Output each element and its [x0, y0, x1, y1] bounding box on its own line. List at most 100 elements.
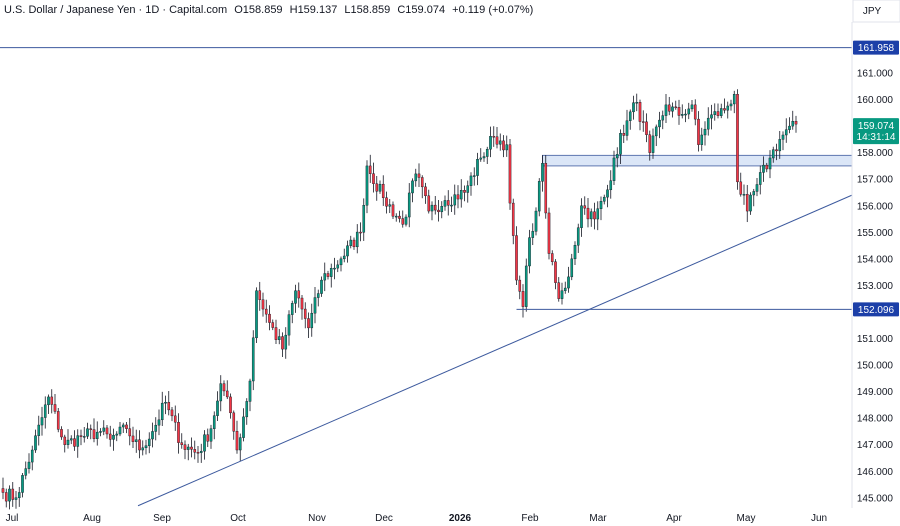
candle-body: [258, 290, 262, 300]
candle-body: [518, 279, 522, 292]
candle-body: [424, 186, 427, 197]
candle-body: [684, 113, 687, 116]
ohlc-low: L158.859: [344, 4, 390, 16]
candle-body: [589, 211, 593, 220]
candle: [599, 196, 603, 221]
candle: [160, 391, 164, 427]
candle: [684, 109, 687, 123]
candle: [73, 430, 76, 451]
candle-body: [372, 173, 375, 184]
candle-body: [485, 148, 489, 157]
candle-body: [459, 190, 463, 200]
candle-body: [131, 435, 135, 442]
x-tick-label: Jun: [811, 513, 827, 524]
candle-body: [203, 434, 206, 452]
candle-body: [625, 120, 629, 136]
candle: [8, 485, 11, 510]
candle: [778, 130, 782, 159]
candle: [664, 94, 668, 124]
y-tick-label: 155.000: [857, 228, 894, 239]
candle-body: [352, 239, 356, 248]
candle-body: [300, 297, 304, 310]
candle: [495, 127, 499, 149]
candle: [92, 418, 96, 443]
candle: [144, 439, 148, 455]
candle-body: [534, 210, 538, 232]
candle: [95, 421, 99, 446]
candle-body: [723, 108, 726, 111]
candle: [547, 207, 551, 260]
candle-body: [632, 102, 635, 113]
last-price-countdown: 14:31:14: [857, 132, 896, 143]
candle: [258, 281, 262, 311]
candle: [459, 179, 463, 208]
candle-body: [102, 427, 106, 432]
candle: [654, 124, 658, 147]
candle-body: [53, 404, 57, 412]
candle: [333, 257, 336, 280]
candle-body: [463, 190, 466, 193]
currency-label: JPY: [863, 6, 882, 17]
candle: [440, 201, 444, 219]
plot-area[interactable]: [0, 0, 852, 508]
candle-body: [469, 175, 473, 186]
candle-body: [164, 402, 167, 404]
candle: [632, 95, 635, 120]
candle: [391, 201, 395, 219]
candle-body: [554, 261, 557, 283]
candle: [242, 408, 245, 442]
candle-body: [446, 200, 450, 206]
candle: [1, 477, 5, 500]
candle: [164, 395, 167, 415]
candle: [765, 162, 769, 173]
candle-body: [482, 156, 486, 159]
y-tick-label: 150.000: [857, 361, 894, 372]
candle-body: [762, 164, 765, 173]
candle-body: [726, 105, 730, 111]
y-tick-label: 157.000: [857, 175, 894, 186]
candle: [492, 126, 496, 147]
candle-body: [99, 431, 102, 433]
candle: [225, 380, 229, 400]
last-price-value: 159.074: [858, 121, 895, 132]
candle: [248, 378, 252, 412]
candle-body: [541, 163, 544, 182]
candle-body: [232, 412, 236, 432]
level-lines: [0, 47, 853, 507]
candle: [401, 210, 405, 228]
candle: [394, 213, 398, 222]
candle: [645, 113, 648, 143]
candle-body: [713, 111, 717, 115]
candle: [261, 292, 265, 317]
candle-body: [167, 402, 171, 411]
candle: [82, 426, 86, 443]
support-zone: [542, 154, 853, 167]
candle: [758, 165, 762, 195]
x-tick-label: May: [737, 513, 756, 524]
candle-body: [359, 231, 362, 234]
candle-body: [736, 94, 739, 183]
level-badge-high: [853, 40, 899, 55]
x-tick-label: Mar: [589, 513, 607, 524]
candle: [612, 150, 616, 186]
candle: [89, 424, 93, 440]
candle: [216, 391, 219, 421]
candle-body: [502, 140, 505, 151]
candle: [167, 391, 171, 416]
candle: [700, 127, 704, 151]
candle: [232, 410, 236, 440]
currency-button[interactable]: JPY: [852, 0, 900, 23]
candle-body: [680, 114, 684, 116]
x-tick-label: Nov: [308, 513, 326, 524]
candle-body: [281, 336, 284, 350]
candle: [105, 425, 109, 439]
candle-body: [60, 429, 63, 438]
time-axis: Jul Aug Sep Oct Nov Dec 2026 Feb Mar Apr May Jun: [6, 513, 827, 524]
candle: [732, 90, 736, 114]
candle: [537, 178, 541, 217]
candle: [310, 303, 314, 337]
trendline: [137, 194, 853, 507]
candle: [736, 89, 739, 190]
candle: [53, 394, 57, 414]
